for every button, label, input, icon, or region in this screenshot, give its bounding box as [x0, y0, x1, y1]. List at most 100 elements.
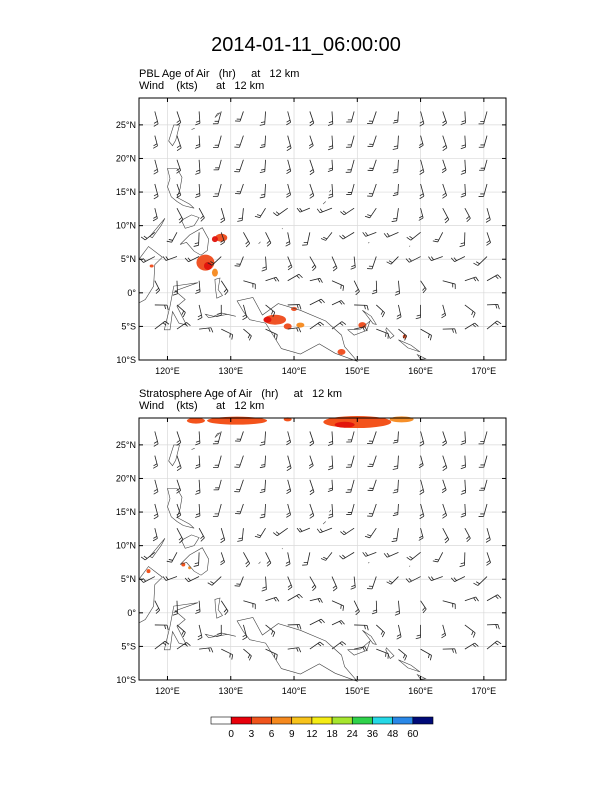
wind-barb	[464, 304, 476, 318]
coastline	[167, 168, 195, 209]
lat-tick-label: 20°N	[116, 153, 136, 163]
wind-barb	[198, 527, 205, 542]
wind-barb	[220, 232, 225, 246]
wind-barb	[473, 576, 488, 586]
wind-barb	[193, 552, 200, 567]
wind-barb	[327, 135, 334, 151]
wind-barb	[327, 159, 334, 173]
wind-barb	[376, 648, 389, 659]
wind-barb	[367, 503, 377, 517]
wind-barb	[432, 232, 444, 243]
coastline	[362, 310, 377, 325]
colorbar-label: 12	[306, 729, 318, 740]
wind-barb	[392, 479, 399, 494]
wind-barb	[371, 600, 378, 615]
wind-barb	[184, 256, 200, 263]
wind-barb	[287, 273, 303, 282]
wind-barb	[254, 527, 266, 539]
age-of-air-patch	[296, 322, 305, 328]
wind-barb	[309, 159, 315, 176]
wind-barb	[464, 322, 479, 330]
lon-tick-label: 170°E	[472, 366, 497, 376]
wind-barb	[213, 479, 222, 491]
wind-barb	[243, 328, 252, 341]
wind-barb	[460, 183, 466, 198]
wind-barb	[176, 207, 184, 224]
coastline	[168, 444, 180, 467]
wind-barb	[259, 111, 266, 126]
wind-barb	[195, 503, 201, 518]
age-of-air-patch	[207, 416, 268, 425]
wind-barb	[265, 276, 280, 282]
wind-barb	[234, 479, 244, 493]
wind-barb	[331, 641, 347, 650]
coastline	[149, 538, 166, 559]
age-of-air-patch	[181, 562, 186, 567]
colorbar-swatch	[251, 716, 272, 725]
wind-barb	[152, 528, 158, 542]
wind-barb	[354, 624, 369, 631]
wind-barb	[367, 159, 377, 171]
wind-barb	[450, 256, 466, 262]
wind-barb	[419, 503, 425, 520]
wind-barb	[197, 624, 203, 641]
wind-barb	[153, 479, 159, 495]
wind-barb	[350, 256, 356, 270]
wind-barb	[386, 256, 399, 265]
panel-1-subtitle-1: PBL Age of Air (hr) at 12 km	[139, 68, 300, 80]
wind-barb	[154, 280, 161, 294]
colorbar-label: 9	[289, 729, 295, 740]
wind-barb	[152, 208, 158, 222]
coastline	[236, 617, 359, 682]
lon-tick-label: 150°E	[345, 366, 370, 376]
wind-barb	[383, 551, 399, 558]
panel-2-plot: 120°E 130°E 140°E 150°E 160°E 170°E 25°N 20°N 15…	[116, 416, 507, 696]
wind-barb	[153, 111, 159, 127]
wind-barb	[394, 600, 401, 616]
wind-barb	[259, 135, 266, 149]
wind-barb	[254, 207, 266, 219]
wind-barb	[259, 183, 266, 199]
coastline	[398, 659, 421, 673]
wind-barb	[286, 183, 292, 198]
age-of-air-patch	[334, 421, 355, 428]
colorbar-label: 36	[367, 729, 379, 740]
wind-barb	[376, 624, 385, 638]
wind-barb	[339, 232, 355, 240]
wind-barb	[346, 183, 355, 195]
age-of-air-patch	[337, 348, 346, 355]
coastline	[214, 432, 221, 438]
wind-barb	[367, 183, 377, 197]
wind-barb	[265, 552, 272, 567]
wind-barb	[346, 431, 355, 443]
wind-barb	[367, 479, 377, 491]
wind-barb	[237, 208, 244, 222]
wind-barb	[286, 431, 292, 446]
panel-1-plot: 120°E 130°E 140°E 150°E 160°E 170°E 25°N 20°N 15…	[116, 97, 507, 376]
coastline	[214, 597, 223, 619]
coastline	[191, 447, 195, 450]
wind-barb	[419, 111, 425, 127]
colorbar-swatch	[351, 716, 373, 725]
coastline	[138, 246, 163, 304]
wind-barb	[464, 276, 479, 282]
wind-barb	[464, 624, 476, 638]
wind-barb	[287, 624, 302, 630]
wind-barb	[367, 455, 377, 468]
wind-barb	[345, 159, 355, 173]
wind-barb	[392, 111, 399, 124]
wind-barb	[316, 207, 333, 214]
wind-barb	[212, 111, 222, 125]
wind-barb	[243, 552, 251, 568]
coastline	[214, 277, 223, 299]
wind-barb	[265, 304, 276, 318]
wind-barb	[285, 552, 291, 567]
wind-barb	[331, 256, 338, 272]
wind-barb	[486, 232, 491, 246]
wind-barb	[220, 208, 226, 224]
wind-barb	[442, 455, 448, 471]
lat-tick-label: 10°N	[116, 541, 136, 551]
wind-barb	[176, 159, 182, 174]
wind-barb	[392, 159, 399, 174]
